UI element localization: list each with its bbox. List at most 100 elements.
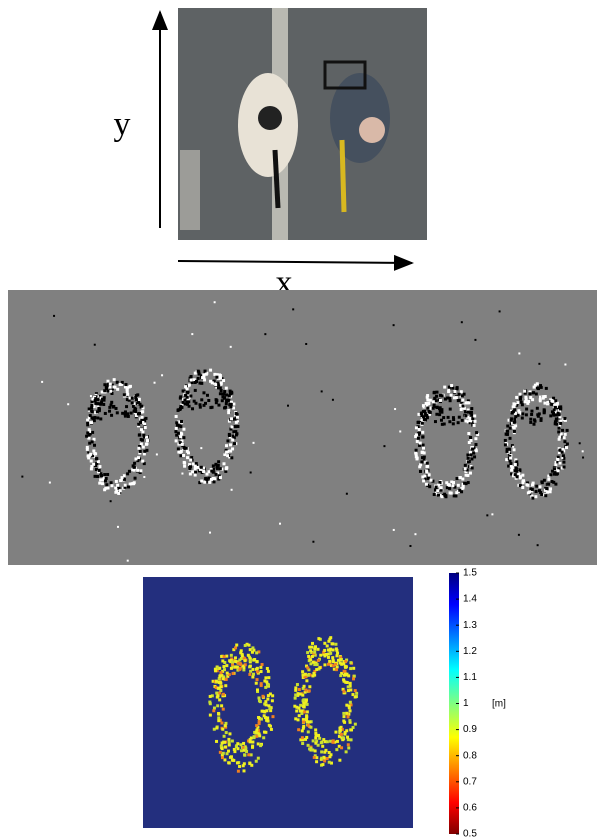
depth-dot xyxy=(263,680,266,683)
event-dot xyxy=(426,416,429,419)
event-dot xyxy=(116,411,119,414)
depth-dot xyxy=(352,667,355,670)
event-dot xyxy=(418,428,421,431)
depth-dot xyxy=(315,668,318,671)
event-dot xyxy=(235,433,238,436)
depth-dot xyxy=(294,686,297,689)
depth-dot xyxy=(224,684,227,687)
depth-dot xyxy=(271,715,274,718)
event-dot xyxy=(467,401,470,404)
event-dot xyxy=(499,310,501,312)
event-dot xyxy=(461,419,464,422)
depth-dot xyxy=(312,672,315,675)
event-dot xyxy=(97,460,100,463)
depth-map xyxy=(143,577,413,828)
colorbar-tick-label: 1.4 xyxy=(463,594,477,605)
event-dot xyxy=(223,396,226,399)
depth-dot xyxy=(310,747,313,750)
event-dot xyxy=(563,436,566,439)
event-dot xyxy=(202,470,205,473)
event-dot xyxy=(94,399,97,402)
event-dot xyxy=(92,417,95,420)
depth-dot xyxy=(222,665,225,668)
event-dot xyxy=(202,391,205,394)
event-dot xyxy=(532,482,535,485)
event-dot xyxy=(538,485,541,488)
event-dot xyxy=(469,472,472,475)
depth-dot xyxy=(307,674,310,677)
event-dot xyxy=(564,364,566,366)
event-dot xyxy=(458,489,461,492)
event-dot xyxy=(422,479,425,482)
event-dot xyxy=(530,413,533,416)
event-dot xyxy=(220,381,223,384)
colorbar-tick-label: 1.5 xyxy=(463,568,477,579)
event-dot xyxy=(554,483,557,486)
event-dot xyxy=(175,434,178,437)
event-dot xyxy=(579,442,581,444)
depth-dot xyxy=(268,707,271,710)
depth-dot xyxy=(223,735,226,738)
event-dot xyxy=(226,439,229,442)
event-dot xyxy=(418,465,421,468)
event-dot xyxy=(435,391,438,394)
event-dot xyxy=(215,398,218,401)
event-dot xyxy=(536,382,539,385)
event-dot xyxy=(121,412,124,415)
depth-dot xyxy=(238,765,241,768)
depth-dot xyxy=(265,709,268,712)
depth-dot xyxy=(299,704,302,707)
depth-dot xyxy=(332,648,335,651)
event-dot xyxy=(189,458,192,461)
event-dot xyxy=(460,408,463,411)
depth-dot xyxy=(221,728,224,731)
depth-dot xyxy=(249,740,252,743)
event-dot xyxy=(454,494,457,497)
event-dot xyxy=(188,405,191,408)
event-dot xyxy=(101,398,104,401)
event-dot xyxy=(185,391,188,394)
event-dot xyxy=(535,485,538,488)
depth-dot xyxy=(339,729,342,732)
event-dot xyxy=(515,470,518,473)
event-dot xyxy=(101,482,104,485)
event-dot xyxy=(88,434,91,437)
event-dot xyxy=(180,406,183,409)
depth-dot xyxy=(215,726,218,729)
event-dot xyxy=(510,419,513,422)
event-dot xyxy=(96,417,99,420)
event-dot xyxy=(305,343,307,345)
event-dot xyxy=(521,481,524,484)
event-dot xyxy=(422,404,425,407)
depth-dot xyxy=(308,720,311,723)
depth-dot xyxy=(311,642,314,645)
event-dot xyxy=(107,486,110,489)
event-dot xyxy=(41,381,43,383)
event-dot xyxy=(179,451,182,454)
event-dot xyxy=(458,476,461,479)
event-dot xyxy=(212,464,215,467)
depth-dot xyxy=(225,731,228,734)
event-dot xyxy=(127,485,130,488)
event-dot xyxy=(205,473,208,476)
depth-dot xyxy=(349,661,352,664)
event-dot xyxy=(566,429,569,432)
event-dot xyxy=(219,467,222,470)
event-dot xyxy=(470,453,473,456)
event-dot xyxy=(175,427,178,430)
event-dot xyxy=(506,450,509,453)
event-dot xyxy=(556,469,559,472)
depth-dot xyxy=(270,728,273,731)
event-dot xyxy=(124,410,127,413)
event-dot xyxy=(126,390,129,393)
event-dot xyxy=(440,411,443,414)
depth-dot xyxy=(251,676,254,679)
event-dot xyxy=(516,475,519,478)
depth-dot xyxy=(335,654,338,657)
event-dot xyxy=(426,462,429,465)
event-dot xyxy=(505,458,508,461)
event-dot xyxy=(116,484,119,487)
depth-dot xyxy=(217,713,220,716)
event-dot xyxy=(88,428,91,431)
depth-dot xyxy=(349,682,352,685)
